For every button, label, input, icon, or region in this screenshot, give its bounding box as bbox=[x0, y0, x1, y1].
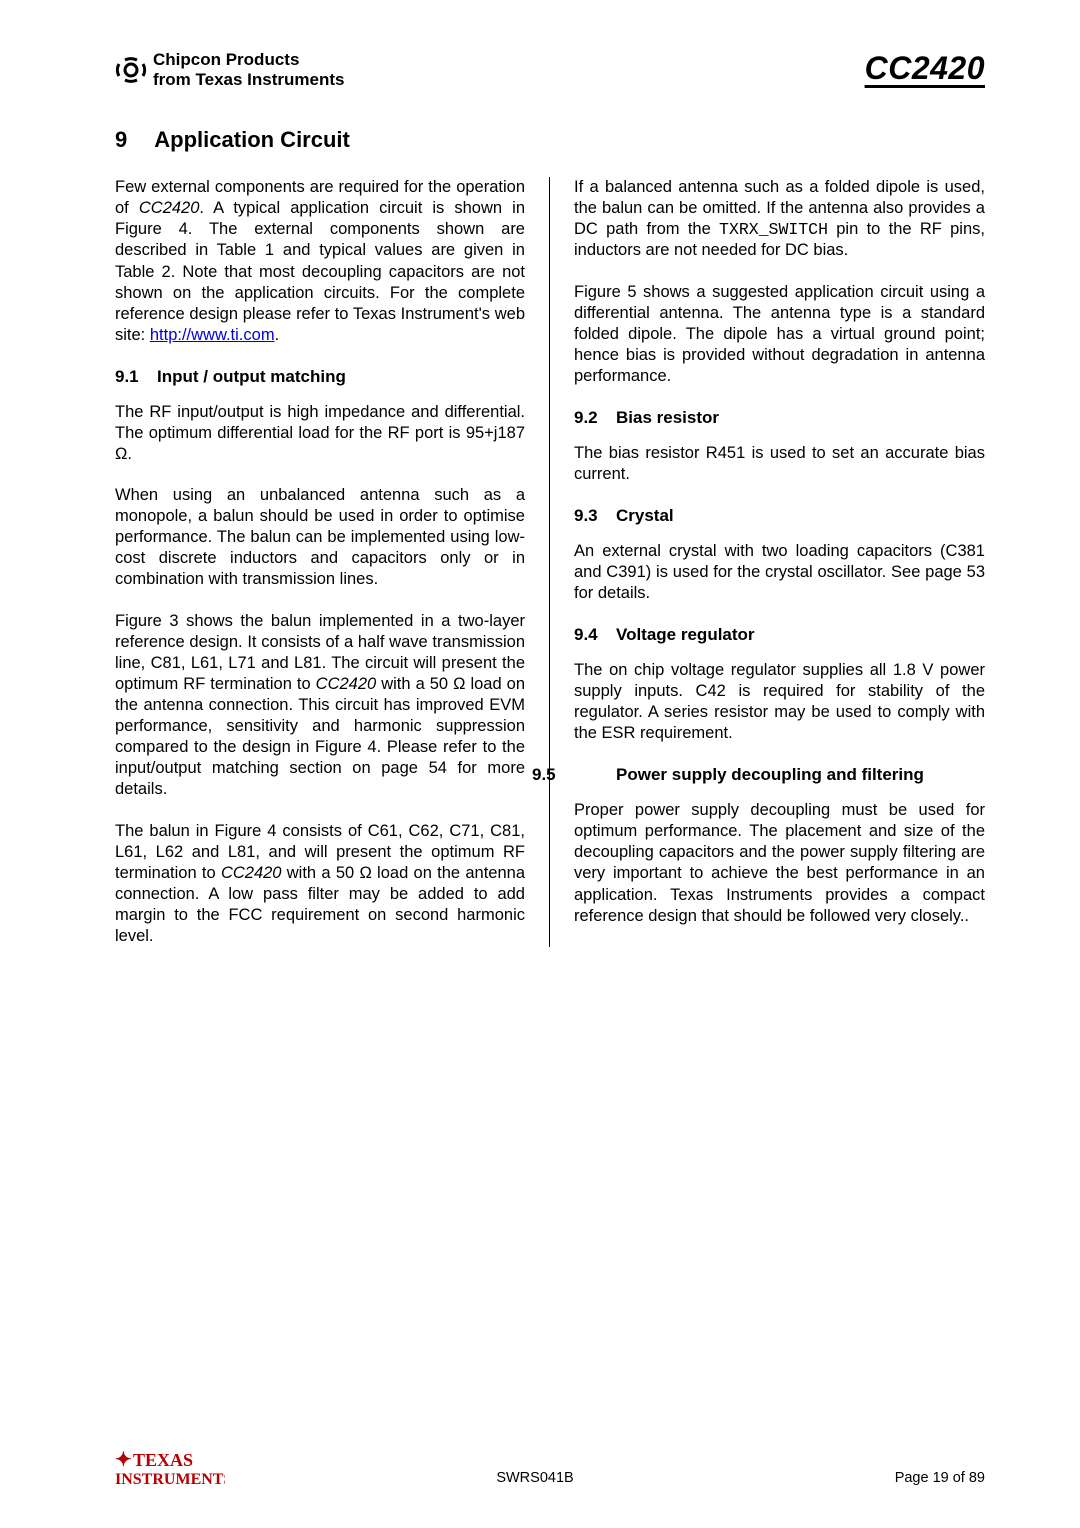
ti-logo-block: ✦ TEXAS INSTRUMENTS bbox=[115, 1444, 225, 1486]
section-title: 9 Application Circuit bbox=[115, 127, 985, 153]
svg-text:INSTRUMENTS: INSTRUMENTS bbox=[115, 1471, 225, 1486]
heading-9-3: 9.3Crystal bbox=[574, 505, 985, 527]
ti-website-link[interactable]: http://www.ti.com bbox=[150, 326, 275, 344]
heading-9-2: 9.2Bias resistor bbox=[574, 407, 985, 429]
svg-text:TEXAS: TEXAS bbox=[133, 1450, 193, 1470]
brand-block: Chipcon Products from Texas Instruments bbox=[115, 50, 344, 89]
p-decoupling: Proper power supply decoupling must be u… bbox=[574, 800, 985, 927]
right-column: If a balanced antenna such as a folded d… bbox=[550, 177, 985, 947]
texas-instruments-logo-icon: ✦ TEXAS INSTRUMENTS bbox=[115, 1444, 225, 1486]
content-columns: Few external components are required for… bbox=[115, 177, 985, 947]
footer-doc-id: SWRS041B bbox=[225, 1470, 845, 1486]
footer-page-number: Page 19 of 89 bbox=[845, 1470, 985, 1486]
heading-9-4: 9.4Voltage regulator bbox=[574, 624, 985, 646]
heading-9-1: 9.1Input / output matching bbox=[115, 366, 525, 388]
section-number: 9 bbox=[115, 127, 149, 153]
p-unbalanced: When using an unbalanced antenna such as… bbox=[115, 485, 525, 591]
svg-text:✦: ✦ bbox=[115, 1449, 132, 1471]
p-balanced-antenna: If a balanced antenna such as a folded d… bbox=[574, 177, 985, 261]
p-crystal: An external crystal with two loading cap… bbox=[574, 541, 985, 604]
p-figure4-balun: The balun in Figure 4 consists of C61, C… bbox=[115, 821, 525, 948]
p-rf-io: The RF input/output is high impedance an… bbox=[115, 402, 525, 465]
page-footer: ✦ TEXAS INSTRUMENTS SWRS041B Page 19 of … bbox=[115, 1444, 985, 1486]
left-column: Few external components are required for… bbox=[115, 177, 550, 947]
brand-line1: Chipcon Products bbox=[153, 50, 344, 70]
intro-paragraph: Few external components are required for… bbox=[115, 177, 525, 346]
heading-9-5: 9.5Power supply decoupling and filtering bbox=[574, 764, 985, 786]
page-header: Chipcon Products from Texas Instruments … bbox=[115, 50, 985, 89]
brand-line2: from Texas Instruments bbox=[153, 70, 344, 90]
chipcon-logo-icon bbox=[115, 54, 147, 86]
brand-text: Chipcon Products from Texas Instruments bbox=[153, 50, 344, 89]
p-figure3: Figure 3 shows the balun implemented in … bbox=[115, 611, 525, 801]
p-figure5: Figure 5 shows a suggested application c… bbox=[574, 282, 985, 388]
p-bias-resistor: The bias resistor R451 is used to set an… bbox=[574, 443, 985, 485]
p-voltage-reg: The on chip voltage regulator supplies a… bbox=[574, 660, 985, 744]
part-number: CC2420 bbox=[865, 50, 985, 87]
section-text: Application Circuit bbox=[154, 127, 350, 152]
